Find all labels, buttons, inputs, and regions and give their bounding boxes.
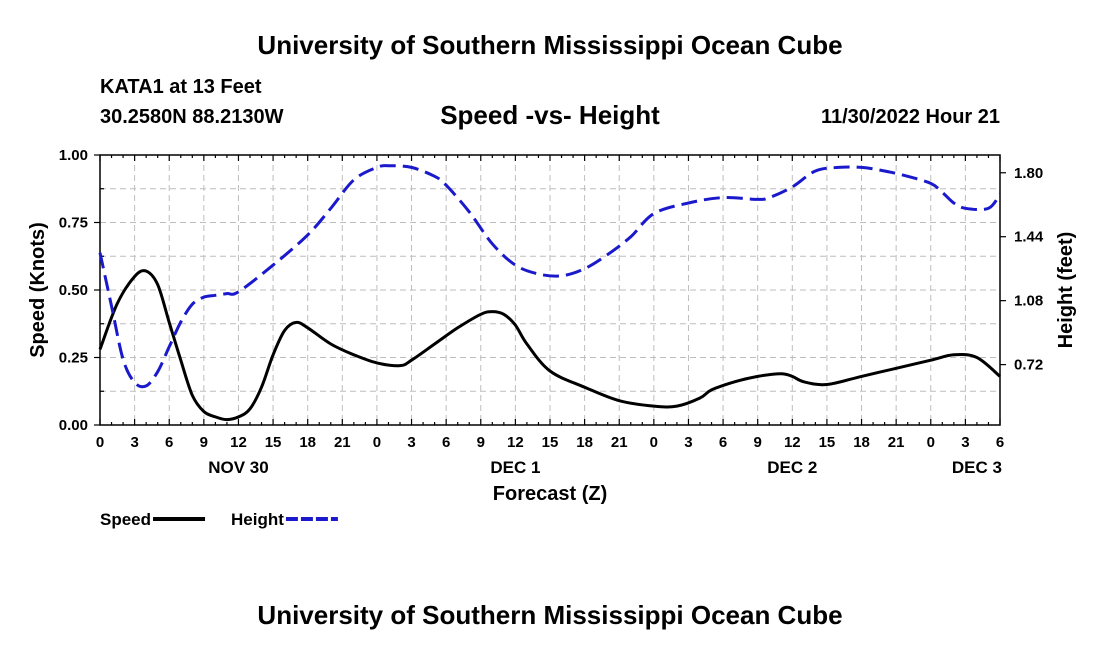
speed-series-line	[98, 269, 1001, 422]
x-tick-label: 6	[719, 434, 727, 451]
x-tick-label: 9	[200, 434, 208, 451]
y-tick-label: 0.00	[59, 417, 88, 434]
x-tick-label: 0	[373, 434, 381, 451]
x-tick-label: 0	[650, 434, 658, 451]
y2-tick-label: 1.80	[1014, 165, 1043, 182]
footer-title: University of Southern Mississippi Ocean…	[257, 600, 843, 630]
x-tick-label: 21	[334, 434, 351, 451]
day-label: DEC 3	[952, 458, 1002, 477]
x-tick-label: 18	[576, 434, 593, 451]
day-label: DEC 1	[490, 458, 540, 477]
x-tick-label: 18	[853, 434, 870, 451]
x-tick-label: 15	[265, 434, 282, 451]
legend-label-speed: Speed	[100, 510, 151, 529]
x-tick-label: 0	[927, 434, 935, 451]
x-tick-label: 12	[784, 434, 801, 451]
legend-label-height: Height	[231, 510, 284, 529]
chart-ticks	[94, 154, 1006, 426]
y-tick-label: 0.50	[59, 282, 88, 299]
x-tick-label: 12	[507, 434, 524, 451]
x-tick-label: 21	[611, 434, 628, 451]
page-title: University of Southern Mississippi Ocean…	[257, 30, 843, 60]
x-tick-label: 12	[230, 434, 247, 451]
y-axis-title: Speed (Knots)	[27, 222, 49, 358]
chart-subtitle: Speed -vs- Height	[440, 100, 660, 130]
height-series-line	[98, 164, 1002, 389]
y2-tick-label: 0.72	[1014, 357, 1043, 374]
forecast-datetime: 11/30/2022 Hour 21	[820, 106, 1000, 128]
x-tick-label: 18	[299, 434, 316, 451]
x-tick-label: 3	[961, 434, 969, 451]
y2-axis-title: Height (feet)	[1055, 232, 1077, 349]
x-tick-label: 9	[477, 434, 485, 451]
x-tick-label: 21	[888, 434, 905, 451]
x-tick-label: 3	[684, 434, 692, 451]
x-tick-label: 15	[819, 434, 836, 451]
chart-grid	[100, 155, 1000, 425]
y-tick-label: 0.25	[59, 350, 88, 367]
y2-tick-label: 1.08	[1014, 293, 1043, 310]
x-tick-label: 3	[407, 434, 415, 451]
x-tick-label: 6	[442, 434, 450, 451]
x-tick-label: 15	[542, 434, 559, 451]
x-tick-label: 9	[754, 434, 762, 451]
y2-tick-label: 1.44	[1014, 229, 1044, 246]
x-tick-label: 3	[130, 434, 138, 451]
x-tick-label: 6	[165, 434, 173, 451]
y-tick-label: 1.00	[59, 147, 88, 164]
x-tick-label: 0	[96, 434, 104, 451]
station-coordinates: 30.2580N 88.2130W	[100, 106, 284, 128]
station-label: KATA1 at 13 Feet	[100, 76, 262, 98]
chart-series	[98, 164, 1002, 422]
day-label: DEC 2	[767, 458, 817, 477]
chart-legend: Speed Height	[100, 510, 338, 529]
x-tick-label: 6	[996, 434, 1004, 451]
day-label: NOV 30	[208, 458, 268, 477]
chart-labels: 0 3 6 9 12 15 18 21 0 3 6 9 12 15 18 21 0 3 6 9 12 15 18 21 0 3 6 N…	[27, 147, 1077, 505]
x-axis-title: Forecast (Z)	[493, 483, 607, 505]
y-tick-label: 0.75	[59, 215, 88, 232]
